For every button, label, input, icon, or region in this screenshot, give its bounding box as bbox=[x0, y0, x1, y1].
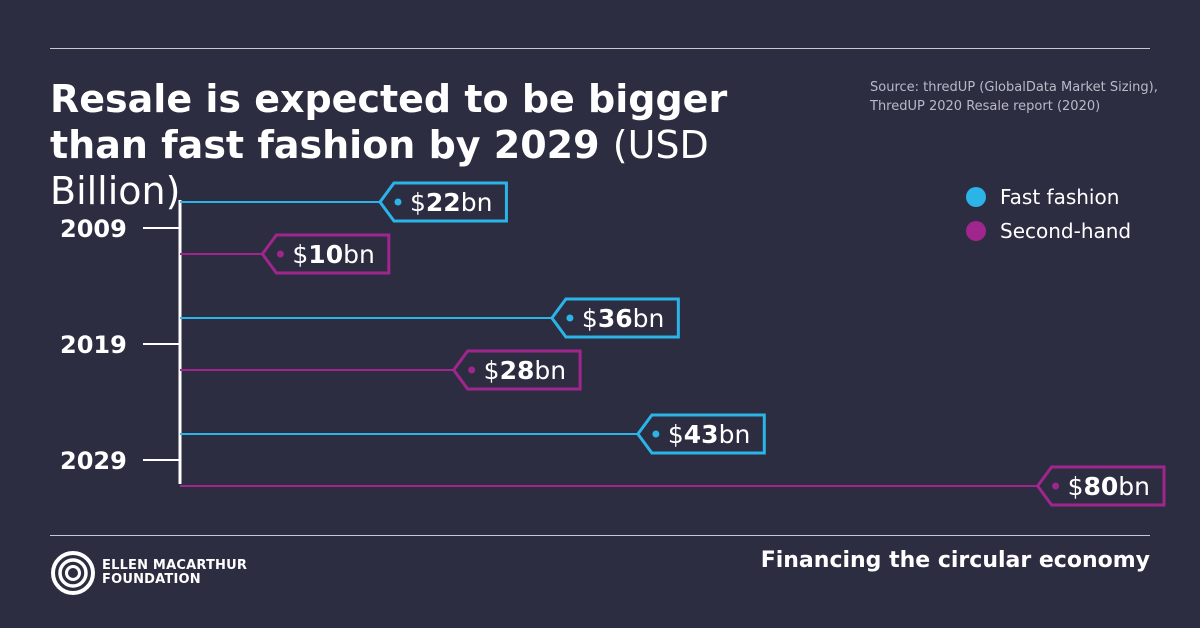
y-tick-label-2019: 2019 bbox=[60, 331, 127, 359]
logo-line-1: ELLEN MACARTHUR bbox=[102, 558, 248, 573]
top-divider bbox=[50, 48, 1150, 49]
value-label-second-hand-2009: $10bn bbox=[292, 240, 374, 269]
price-tag-second-hand-2009 bbox=[260, 233, 391, 275]
y-tick-label-2029: 2029 bbox=[60, 447, 127, 475]
value-label-fast-fashion-2019: $36bn bbox=[582, 304, 664, 333]
foundation-logo-icon bbox=[51, 551, 95, 595]
value-label-fast-fashion-2029: $43bn bbox=[668, 420, 750, 449]
foundation-logo-text: ELLEN MACARTHUR FOUNDATION bbox=[102, 559, 247, 587]
price-tag-fast-fashion-2029 bbox=[636, 413, 766, 455]
legend-swatch-second-hand bbox=[966, 221, 986, 241]
legend-item-fast-fashion: Fast fashion bbox=[966, 180, 1131, 214]
source-note: Source: thredUP (GlobalData Market Sizin… bbox=[870, 80, 1158, 114]
tag-hole-second-hand-2019 bbox=[468, 366, 476, 374]
footer-tagline: Financing the circular economy bbox=[760, 548, 1150, 573]
tag-hole-fast-fashion-2009 bbox=[394, 198, 402, 206]
tag-hole-fast-fashion-2019 bbox=[566, 314, 574, 322]
tag-hole-second-hand-2029 bbox=[1052, 482, 1060, 490]
price-tag-fast-fashion-2009 bbox=[378, 181, 508, 223]
legend-swatch-fast-fashion bbox=[966, 187, 986, 207]
value-label-fast-fashion-2009: $22bn bbox=[410, 188, 492, 217]
legend-label-second-hand: Second-hand bbox=[1000, 219, 1132, 243]
title-main: Resale is expected to be bigger than fas… bbox=[50, 77, 728, 167]
bottom-divider bbox=[50, 535, 1150, 536]
page-title: Resale is expected to be bigger than fas… bbox=[50, 76, 830, 214]
legend-item-second-hand: Second-hand bbox=[966, 214, 1131, 248]
y-tick-label-2009: 2009 bbox=[60, 215, 127, 243]
title-unit: (USD Billion) bbox=[50, 123, 709, 213]
price-tag-second-hand-2019 bbox=[451, 349, 582, 391]
value-label-second-hand-2019: $28bn bbox=[484, 356, 566, 385]
logo-line-2: FOUNDATION bbox=[102, 572, 201, 587]
value-label-second-hand-2029: $80bn bbox=[1068, 472, 1150, 501]
price-tag-second-hand-2029 bbox=[1035, 465, 1166, 507]
tag-hole-second-hand-2009 bbox=[276, 250, 284, 258]
tag-hole-fast-fashion-2029 bbox=[652, 430, 660, 438]
legend-label-fast-fashion: Fast fashion bbox=[1000, 185, 1120, 209]
foundation-logo: ELLEN MACARTHUR FOUNDATION bbox=[50, 550, 247, 596]
price-tag-fast-fashion-2019 bbox=[550, 297, 680, 339]
legend: Fast fashion Second-hand bbox=[966, 180, 1131, 248]
